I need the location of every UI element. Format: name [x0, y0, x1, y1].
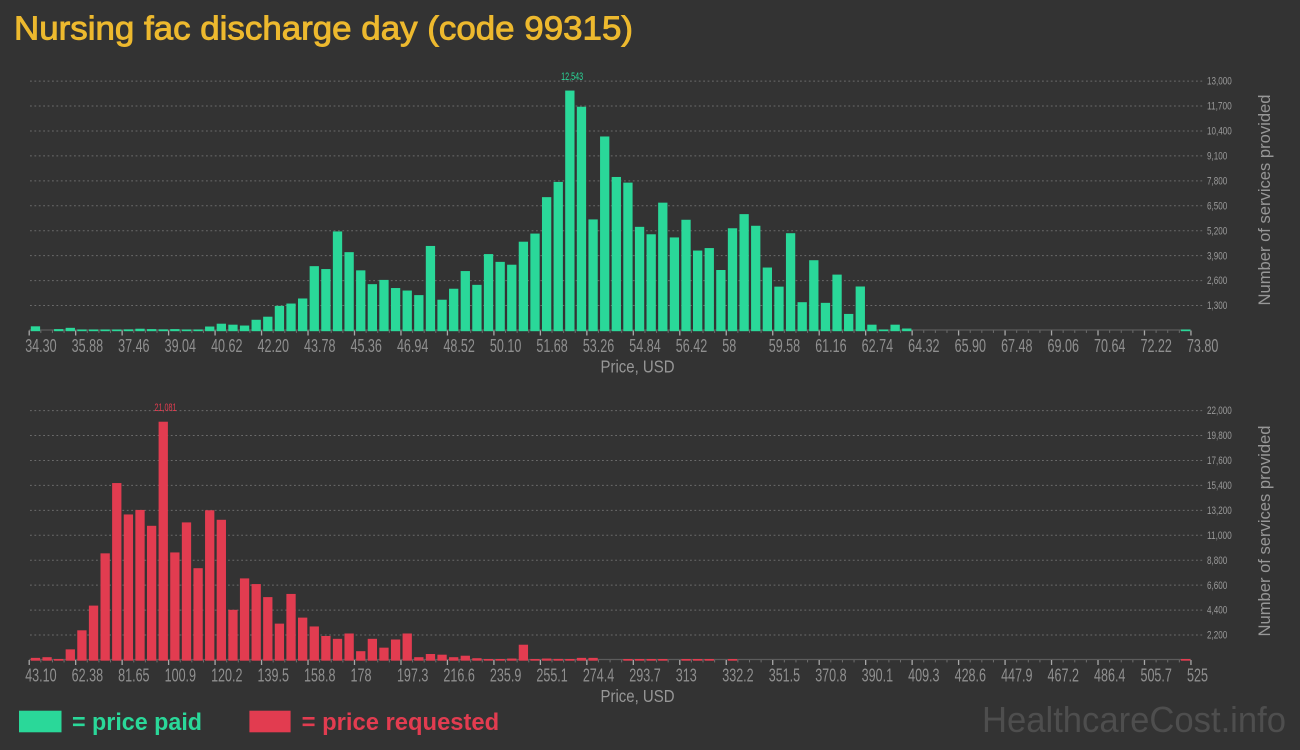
svg-text:9,100: 9,100	[1207, 151, 1227, 163]
svg-text:139.5: 139.5	[258, 664, 289, 685]
svg-text:54.84: 54.84	[629, 335, 660, 356]
svg-text:332.2: 332.2	[722, 664, 753, 685]
svg-text:5,200: 5,200	[1207, 225, 1227, 237]
svg-text:48.52: 48.52	[443, 335, 474, 356]
svg-text:2,600: 2,600	[1207, 275, 1227, 287]
svg-text:51.68: 51.68	[536, 335, 567, 356]
svg-text:43.78: 43.78	[304, 335, 335, 356]
svg-text:11,700: 11,700	[1207, 101, 1232, 113]
svg-text:6,600: 6,600	[1207, 580, 1227, 592]
svg-text:22,000: 22,000	[1207, 405, 1232, 417]
svg-text:2,200: 2,200	[1207, 630, 1227, 642]
svg-text:313: 313	[676, 664, 697, 685]
svg-text:7,800: 7,800	[1207, 175, 1227, 187]
svg-text:390.1: 390.1	[862, 664, 893, 685]
svg-text:525: 525	[1187, 664, 1208, 685]
svg-text:178: 178	[350, 664, 371, 685]
svg-text:37.46: 37.46	[118, 335, 149, 356]
svg-text:370.8: 370.8	[815, 664, 846, 685]
svg-text:45.36: 45.36	[350, 335, 381, 356]
svg-text:HealthcareCost.info: HealthcareCost.info	[982, 699, 1286, 740]
svg-text:42.20: 42.20	[258, 335, 289, 356]
svg-text:35.88: 35.88	[72, 335, 103, 356]
svg-text:40.62: 40.62	[211, 335, 242, 356]
svg-text:351.5: 351.5	[769, 664, 800, 685]
svg-text:Nursing fac discharge day (cod: Nursing fac discharge day (code 99315)	[14, 11, 633, 48]
svg-text:4,400: 4,400	[1207, 605, 1227, 617]
svg-text:255.1: 255.1	[536, 664, 567, 685]
svg-text:12,543: 12,543	[561, 71, 583, 83]
svg-text:1,300: 1,300	[1207, 300, 1227, 312]
svg-text:235.9: 235.9	[490, 664, 521, 685]
svg-text:293.7: 293.7	[629, 664, 660, 685]
svg-text:15,400: 15,400	[1207, 480, 1232, 492]
svg-text:216.6: 216.6	[443, 664, 474, 685]
svg-text:65.90: 65.90	[955, 335, 986, 356]
svg-text:3,900: 3,900	[1207, 250, 1227, 262]
svg-text:13,200: 13,200	[1207, 505, 1232, 517]
svg-text:19,800: 19,800	[1207, 430, 1232, 442]
svg-text:Price, USD: Price, USD	[601, 356, 675, 376]
svg-text:62.38: 62.38	[72, 664, 103, 685]
svg-text:274.4: 274.4	[583, 664, 614, 685]
svg-text:13,000: 13,000	[1207, 76, 1232, 88]
svg-text:53.26: 53.26	[583, 335, 614, 356]
svg-text:39.04: 39.04	[165, 335, 196, 356]
svg-text:59.58: 59.58	[769, 335, 800, 356]
svg-text:158.8: 158.8	[304, 664, 335, 685]
svg-text:72.22: 72.22	[1140, 335, 1171, 356]
svg-text:46.94: 46.94	[397, 335, 428, 356]
svg-text:8,800: 8,800	[1207, 555, 1227, 567]
svg-text:70.64: 70.64	[1094, 335, 1125, 356]
svg-text:505.7: 505.7	[1140, 664, 1171, 685]
svg-text:64.32: 64.32	[908, 335, 939, 356]
svg-text:50.10: 50.10	[490, 335, 521, 356]
svg-text:58: 58	[722, 335, 736, 356]
svg-text:= price requested: = price requested	[302, 709, 500, 736]
svg-text:81.65: 81.65	[118, 664, 149, 685]
svg-text:Number of services provided: Number of services provided	[1255, 426, 1274, 637]
svg-text:447.9: 447.9	[1001, 664, 1032, 685]
svg-text:62.74: 62.74	[862, 335, 893, 356]
svg-text:486.4: 486.4	[1094, 664, 1125, 685]
svg-text:34.30: 34.30	[25, 335, 56, 356]
svg-text:409.3: 409.3	[908, 664, 939, 685]
svg-text:467.2: 467.2	[1048, 664, 1079, 685]
svg-text:120.2: 120.2	[211, 664, 242, 685]
svg-text:73.80: 73.80	[1187, 335, 1218, 356]
svg-text:43.10: 43.10	[25, 664, 56, 685]
svg-text:67.48: 67.48	[1001, 335, 1032, 356]
svg-text:6,500: 6,500	[1207, 200, 1227, 212]
svg-text:100.9: 100.9	[165, 664, 196, 685]
svg-text:Price, USD: Price, USD	[601, 686, 675, 706]
svg-text:11,000: 11,000	[1207, 530, 1232, 542]
svg-text:56.42: 56.42	[676, 335, 707, 356]
svg-text:428.6: 428.6	[955, 664, 986, 685]
svg-text:69.06: 69.06	[1048, 335, 1079, 356]
svg-text:61.16: 61.16	[815, 335, 846, 356]
svg-text:Number of services provided: Number of services provided	[1255, 95, 1274, 306]
svg-text:10,400: 10,400	[1207, 126, 1232, 138]
svg-text:21,081: 21,081	[155, 402, 177, 414]
svg-text:= price paid: = price paid	[72, 709, 202, 736]
svg-text:197.3: 197.3	[397, 664, 428, 685]
svg-text:17,600: 17,600	[1207, 455, 1232, 467]
